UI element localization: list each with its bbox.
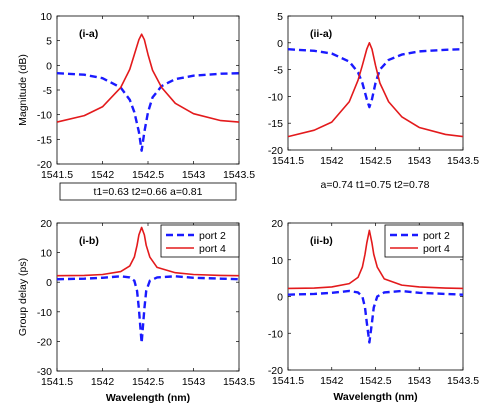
x-tick-label: 1543.5 (223, 169, 255, 181)
y-tick-label: 10 (40, 11, 52, 23)
panel-label: (i-a) (79, 28, 98, 40)
x-tick-label: 1541.5 (272, 155, 304, 167)
legend-box (384, 224, 464, 258)
x-tick-label: 1542 (91, 376, 115, 388)
y-tick-label: 20 (271, 218, 283, 230)
x-tick-label: 1543 (182, 169, 206, 181)
x-tick-label: 1542.5 (132, 376, 164, 388)
plot-area (56, 15, 240, 165)
series-line-port2 (287, 48, 464, 109)
y-tick-label: -15 (268, 118, 283, 130)
x-axis-label: Wavelength (nm) (333, 391, 417, 403)
y-tick-label: -20 (268, 365, 283, 377)
y-tick-label: 0 (277, 38, 283, 50)
y-tick-label: -10 (268, 328, 283, 340)
y-axis-label: Group delay (ps) (17, 258, 29, 336)
chart-panel-ii-b: 1541.5 1542 1542.5 1543 1543.5 -20 -10 0 10 20 (ii… (268, 218, 479, 403)
parameter-caption: t1=0.63 t2=0.66 a=0.81 (94, 186, 203, 198)
y-tick-label: -20 (37, 336, 52, 348)
x-tick-label: 1542 (320, 375, 344, 387)
y-tick-label: 5 (46, 36, 52, 48)
x-tick-label: 1543 (182, 376, 206, 388)
chart-panel-i-b: 1541.5 1542 1542.5 1543 1543.5 -30 -20 -10 0 10 20… (17, 218, 255, 404)
series-line-port4 (287, 42, 464, 138)
series-line-port4 (56, 226, 240, 277)
panel-label: (ii-b) (310, 235, 333, 247)
y-tick-label: 5 (277, 11, 283, 23)
x-tick-label: 1543 (408, 155, 432, 167)
y-tick-label: -10 (37, 110, 52, 122)
y-tick-label: -20 (37, 159, 52, 171)
legend-label-port2: port 2 (423, 230, 450, 242)
y-tick-label: 10 (40, 248, 52, 260)
x-tick-label: 1541.5 (41, 376, 73, 388)
series-line-port2 (287, 289, 464, 344)
x-tick-label: 1541.5 (272, 375, 304, 387)
x-tick-label: 1543 (408, 375, 432, 387)
legend-label-port2: port 2 (199, 230, 226, 242)
y-tick-label: -30 (37, 366, 52, 378)
series-line-port4 (56, 33, 240, 123)
series-line-port4 (287, 229, 464, 290)
y-tick-label: -10 (268, 91, 283, 103)
x-tick-label: 1542 (320, 155, 344, 167)
y-tick-label: 10 (271, 255, 283, 267)
series-line-port2 (56, 275, 240, 345)
legend-label-port4: port 4 (199, 243, 226, 255)
panel-label: (ii-a) (310, 28, 332, 40)
y-axis-label: Magnitude (dB) (17, 54, 29, 126)
y-tick-label: -10 (37, 307, 52, 319)
parameter-caption: a=0.74 t1=0.75 t2=0.78 (321, 179, 430, 191)
x-axis-label: Wavelength (nm) (106, 392, 190, 404)
y-tick-label: 0 (46, 277, 52, 289)
y-tick-label: 20 (40, 218, 52, 230)
y-tick-label: 0 (46, 60, 52, 72)
x-tick-label: 1541.5 (41, 169, 73, 181)
y-tick-label: -5 (43, 85, 52, 97)
x-tick-label: 1542.5 (359, 375, 391, 387)
chart-panel-i-a: 1541.5 1542 1542.5 1543 1543.5 -20 -15 -10 -5 0 5 1… (17, 11, 255, 201)
chart-panel-ii-a: 1541.5 1542 1542.5 1543 1543.5 -20 -15 -10 -5 0 5 (… (268, 11, 479, 191)
y-tick-label: -15 (37, 134, 52, 146)
x-tick-label: 1543.5 (447, 155, 479, 167)
y-tick-label: 0 (277, 292, 283, 304)
x-tick-label: 1542.5 (359, 155, 391, 167)
y-tick-label: -5 (274, 65, 283, 77)
x-tick-label: 1542 (91, 169, 115, 181)
caption-box (59, 182, 237, 201)
panel-label: (i-b) (79, 235, 99, 247)
x-tick-label: 1543.5 (447, 375, 479, 387)
x-tick-label: 1543.5 (223, 376, 255, 388)
legend-box (160, 224, 240, 258)
x-tick-label: 1542.5 (132, 169, 164, 181)
legend-label-port4: port 4 (423, 243, 450, 255)
series-line-port2 (56, 72, 240, 152)
y-tick-label: -20 (268, 145, 283, 157)
